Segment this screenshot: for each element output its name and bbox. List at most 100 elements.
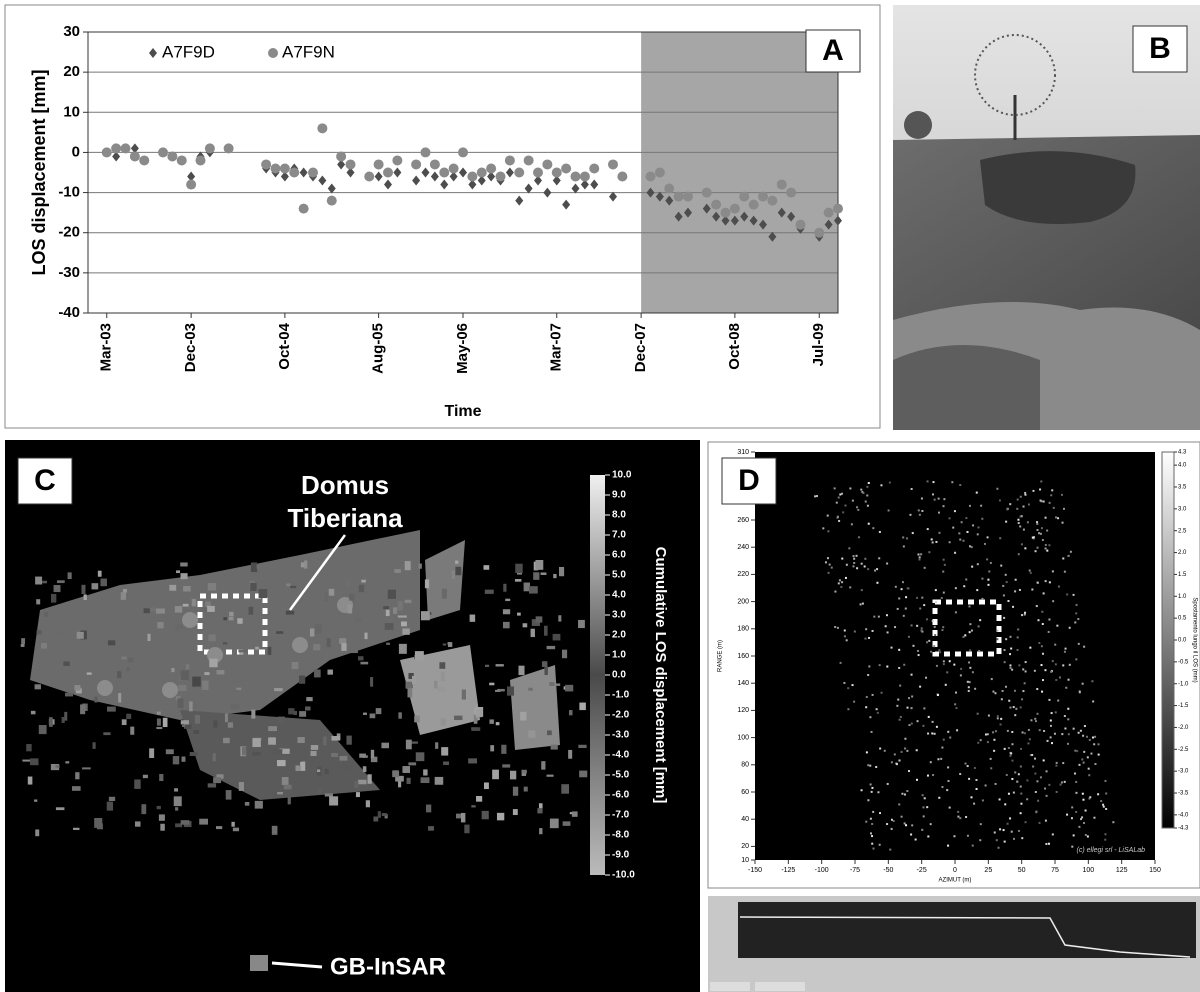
speckle: [1048, 544, 1050, 546]
speckle: [971, 566, 973, 568]
marker: [589, 163, 599, 173]
speckle: [1062, 664, 1064, 666]
speckle: [63, 661, 69, 665]
speckle: [1037, 529, 1039, 531]
speckle: [953, 835, 955, 837]
speckle: [1048, 843, 1050, 845]
strip-button[interactable]: [755, 982, 805, 991]
speckle: [985, 734, 987, 736]
speckle: [331, 736, 340, 741]
speckle: [1075, 612, 1077, 614]
marker: [167, 151, 177, 161]
speckle: [872, 630, 874, 632]
speckle: [1083, 646, 1085, 648]
speckle: [1040, 776, 1042, 778]
speckle: [834, 487, 836, 489]
speckle: [967, 765, 969, 767]
speckle: [208, 635, 215, 642]
colorbar: [590, 475, 605, 875]
speckle: [999, 798, 1001, 800]
speckle: [1018, 830, 1020, 832]
y-axis-label: RANGE (m): [718, 640, 724, 672]
speckle: [1092, 700, 1094, 702]
x-tick-label: Mar-03: [98, 323, 115, 371]
speckle: [35, 577, 42, 585]
speckle: [974, 688, 976, 690]
speckle: [184, 725, 192, 729]
speckle: [987, 584, 989, 586]
speckle: [579, 703, 585, 711]
speckle: [856, 555, 858, 557]
speckle: [273, 749, 282, 755]
speckle: [98, 571, 102, 577]
speckle: [976, 492, 978, 494]
speckle: [1011, 669, 1013, 671]
speckle: [1068, 679, 1070, 681]
speckle: [182, 757, 186, 762]
speckle: [959, 817, 961, 819]
speckle: [209, 659, 217, 668]
speckle: [522, 773, 526, 776]
speckle: [965, 517, 967, 519]
speckle: [1023, 529, 1025, 531]
speckle: [92, 583, 99, 589]
speckle: [1041, 645, 1043, 647]
y-tick-label: 140: [737, 680, 749, 687]
y-axis-label: LOS displacement [mm]: [29, 69, 49, 275]
speckle: [921, 627, 923, 629]
speckle: [1028, 729, 1030, 731]
strip-button[interactable]: [710, 982, 750, 991]
speckle: [182, 725, 185, 727]
speckle: [41, 643, 47, 649]
speckle: [100, 579, 107, 587]
speckle: [938, 532, 940, 534]
speckle: [911, 488, 913, 490]
speckle: [1036, 780, 1038, 782]
speckle: [867, 568, 869, 570]
speckle: [542, 661, 547, 667]
speckle: [225, 713, 228, 722]
speckle: [1024, 494, 1026, 496]
speckle: [306, 697, 312, 701]
speckle: [1005, 638, 1007, 640]
speckle: [443, 643, 447, 645]
speckle: [231, 822, 234, 827]
speckle: [107, 802, 113, 811]
speckle: [957, 816, 959, 818]
speckle: [849, 586, 851, 588]
speckle: [1037, 713, 1039, 715]
speckle: [174, 788, 178, 791]
speckle: [1008, 700, 1010, 702]
speckle: [969, 631, 971, 633]
marker: [280, 163, 290, 173]
speckle: [955, 692, 957, 694]
speckle: [1046, 795, 1048, 797]
speckle: [1082, 735, 1084, 737]
speckle: [1001, 698, 1003, 700]
speckle: [843, 682, 845, 684]
speckle: [1005, 686, 1007, 688]
speckle: [192, 677, 201, 687]
speckle: [421, 777, 430, 783]
speckle: [1048, 619, 1050, 621]
speckle: [342, 761, 349, 770]
speckle: [979, 839, 981, 841]
speckle: [484, 565, 490, 570]
speckle: [968, 686, 970, 688]
marker: [571, 172, 581, 182]
marker: [486, 163, 496, 173]
speckle: [909, 724, 911, 726]
speckle: [317, 787, 322, 793]
speckle: [901, 751, 903, 753]
y-tick-label: 40: [741, 816, 749, 823]
speckle: [468, 758, 477, 763]
speckle: [993, 750, 995, 752]
colorbar-tick-label: -10.0: [612, 870, 635, 881]
speckle: [957, 811, 959, 813]
colorbar-tick-label: 0.0: [1178, 638, 1187, 644]
speckle: [77, 632, 84, 639]
speckle: [1017, 636, 1019, 638]
speckle: [237, 723, 243, 731]
speckle: [536, 616, 543, 622]
colorbar-tick-label: 2.5: [1178, 528, 1187, 534]
